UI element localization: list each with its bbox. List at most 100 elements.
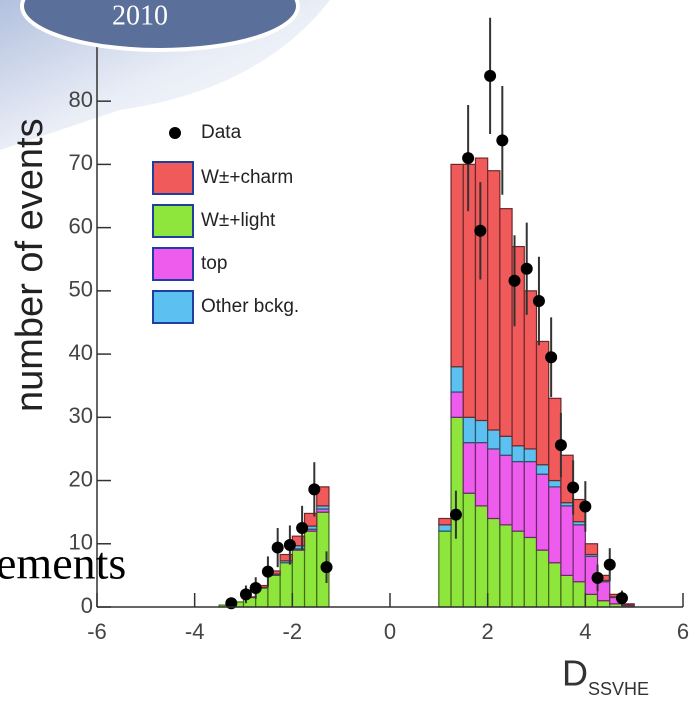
data-point [496, 134, 509, 147]
x-tick-label: -2 [283, 619, 303, 644]
histogram-bar [303, 530, 318, 608]
histogram-bar [596, 581, 611, 602]
legend-marker [169, 127, 181, 139]
histogram-bar [523, 536, 538, 608]
legend-label: Other bckg. [201, 296, 299, 317]
histogram-bar [291, 549, 306, 608]
data-point [545, 351, 558, 364]
x-tick-label: -6 [87, 619, 107, 644]
histogram-bar [462, 492, 477, 608]
histogram-bar [572, 524, 586, 583]
histogram-bar [596, 600, 611, 608]
histogram-bar [474, 157, 489, 422]
data-point [474, 224, 487, 237]
x-tick-label: 4 [579, 619, 591, 644]
histogram-bar [621, 603, 635, 606]
histogram-bar [438, 517, 452, 526]
histogram-bar [499, 454, 513, 526]
y-tick-label: 30 [69, 403, 93, 428]
data-point [462, 152, 475, 165]
data-point [225, 597, 238, 610]
x-axis-label: D [562, 653, 588, 694]
y-tick-label: 80 [69, 87, 93, 112]
overlay-text: ements [0, 538, 126, 589]
data-point [239, 588, 252, 601]
histogram-bar [560, 454, 574, 504]
histogram-bar [474, 442, 489, 507]
y-tick-label: 40 [69, 340, 93, 365]
histogram-bar [487, 448, 501, 520]
histogram-bar [450, 163, 464, 368]
data-point [591, 571, 604, 584]
data-point [484, 69, 497, 82]
histogram-bar [474, 505, 489, 608]
histogram-bar [487, 429, 501, 450]
x-tick-label: 2 [482, 619, 494, 644]
legend-swatch [152, 161, 194, 195]
y-tick-label: 50 [69, 277, 93, 302]
data-point [615, 592, 628, 605]
data-point [567, 481, 580, 494]
legend-swatch [152, 247, 194, 281]
histogram-bar [560, 574, 574, 608]
histogram-bar [511, 530, 525, 608]
histogram-bar [462, 163, 477, 418]
histogram-bar [499, 435, 513, 456]
histogram-bar [548, 562, 562, 608]
legend-swatch [152, 290, 194, 324]
legend-label: Data [201, 122, 242, 143]
legend-label: W±+charm [201, 167, 293, 188]
histogram-bar [438, 524, 452, 532]
histogram-bar [560, 505, 574, 576]
legend-label: top [201, 253, 227, 274]
histogram-bar [450, 366, 464, 393]
data-point [296, 521, 309, 534]
data-point [249, 582, 262, 595]
histogram-bar [511, 445, 525, 463]
y-tick-label: 10 [69, 530, 93, 555]
data-point [532, 294, 545, 307]
y-axis-label: number of events [9, 118, 51, 412]
y-tick-label: 60 [69, 213, 93, 238]
histogram-bar [462, 416, 477, 444]
y-tick-label: 0 [81, 593, 93, 618]
data-point [520, 262, 533, 275]
data-point [508, 274, 521, 287]
data-point [320, 561, 333, 574]
histogram-bar [462, 442, 477, 494]
histogram-bar [572, 581, 586, 608]
histogram-bar [535, 464, 550, 475]
data-point [261, 565, 274, 578]
histogram-bar [523, 460, 538, 539]
x-tick-label: 0 [384, 619, 396, 644]
histogram-bar [584, 593, 599, 608]
histogram-bar [548, 486, 562, 564]
data-point [554, 439, 567, 452]
x-tick-label: -4 [185, 619, 205, 644]
histogram-bar [499, 524, 513, 608]
badge-text: 2010 [112, 0, 168, 31]
data-point [449, 508, 462, 521]
data-point [271, 541, 284, 554]
data-point [283, 539, 296, 552]
histogram-bar [267, 574, 281, 608]
y-tick-label: 20 [69, 466, 93, 491]
histogram-bar [279, 562, 293, 608]
histogram-bar [511, 460, 525, 532]
histogram-bar [487, 517, 501, 608]
y-tick-label: 70 [69, 150, 93, 175]
x-tick-label: 6 [677, 619, 689, 644]
legend-swatch [152, 204, 194, 238]
histogram-bar [487, 170, 501, 431]
legend-label: W±+light [201, 210, 276, 231]
badge-ellipse [20, 0, 300, 52]
x-axis-label-sub: SSVHE [588, 679, 649, 699]
histogram-bar [535, 473, 550, 551]
histogram-bar [450, 391, 464, 418]
histogram-bar [535, 549, 550, 608]
histogram-bar [438, 530, 452, 608]
histogram-bar [499, 208, 513, 437]
data-point [308, 483, 321, 496]
data-point [603, 558, 616, 571]
